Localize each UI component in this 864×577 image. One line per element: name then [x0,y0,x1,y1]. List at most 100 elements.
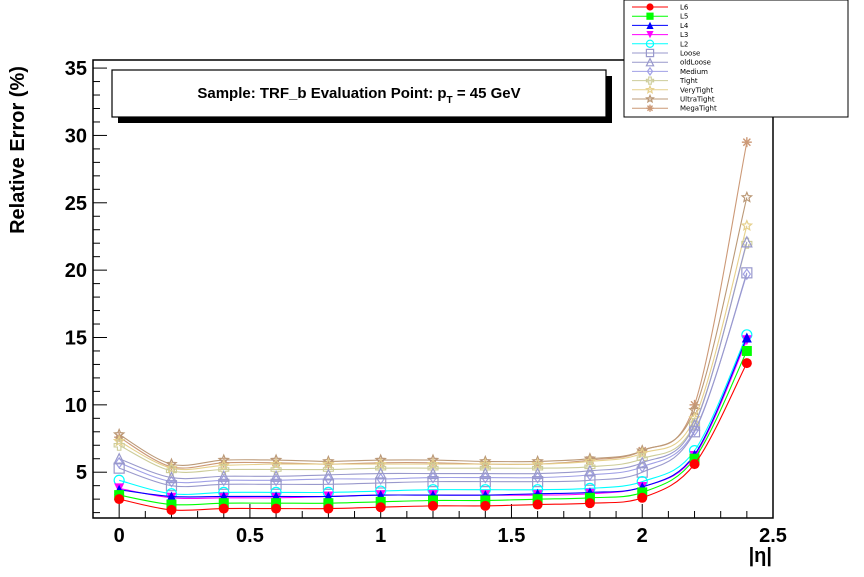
legend-entry: L6 [632,3,689,12]
series-tight [113,237,753,477]
data-point [219,474,229,487]
axis-tick-labels: 0 0.5 1 1.5 2 2.5 5 10 15 20 25 30 35 [65,58,787,547]
data-point [741,358,752,369]
y-tick-label: 20 [65,260,87,282]
data-point [374,457,387,470]
y-tick-label: 35 [65,58,87,80]
data-point [428,495,438,506]
data-point [375,496,386,507]
series-line [118,225,748,471]
x-tick-label: 0 [114,525,125,547]
data-point [271,503,282,514]
data-point [637,487,648,498]
legend-label: Tight [679,77,698,85]
legend-label: MegaTight [680,105,717,113]
series-megatight [114,137,752,472]
data-point [428,500,438,511]
legend-entry: L4 [632,21,689,30]
legend-entry: MegaTight [632,104,717,113]
series-line [118,274,748,484]
data-point [532,476,544,488]
legend-label: VeryTight [680,86,713,94]
data-point [584,498,595,509]
data-point [323,498,334,509]
data-point [166,504,177,515]
data-point [323,503,334,514]
axis-ticks [93,67,774,518]
data-point [426,453,440,466]
data-point [583,454,597,467]
data-point [269,457,283,470]
data-point [688,426,701,438]
legend-label: L6 [680,4,689,12]
legend-entry: L3 [632,31,688,39]
data-point [740,219,754,231]
data-point [741,332,752,343]
series-line [118,241,748,480]
x-tick-label: 2 [637,525,648,547]
data-point [166,499,177,510]
data-point [166,491,177,502]
x-tick-label: 0.5 [236,525,264,547]
data-point [480,495,491,506]
series-verytight [112,219,754,474]
data-point [479,467,492,480]
series-line [118,243,748,473]
series-l6 [114,358,752,515]
data-point [114,456,124,469]
legend-entry: VeryTight [632,84,713,94]
legend-label: L2 [680,40,688,48]
data-point [689,453,700,464]
data-point [426,457,440,470]
data-point [218,478,230,490]
data-point [112,434,126,447]
legend-entry: oldLoose [632,57,711,67]
data-point [742,268,752,281]
data-point [114,494,125,505]
data-point [741,137,752,148]
data-point [531,467,544,480]
legend-label: Medium [680,68,708,76]
legend-entry: L5 [632,12,688,21]
series-line [119,339,748,500]
data-point [427,467,439,480]
data-point [637,492,648,503]
y-tick-label: 10 [65,395,87,417]
data-point [322,478,334,490]
x-tick-label: 1.5 [498,525,526,547]
data-point [427,476,439,488]
y-tick-label: 30 [65,125,87,147]
data-point [375,502,386,513]
data-point [113,462,125,474]
series-layer [112,137,754,515]
series-l5 [114,345,752,510]
legend-entry: L2 [632,39,688,48]
data-point [270,469,283,482]
data-point [322,457,335,470]
data-point [271,498,282,509]
data-point [689,459,700,470]
data-point [532,494,543,505]
plot-frame [92,59,774,519]
legend-label: L5 [680,13,688,21]
data-point [531,457,544,470]
data-point [374,453,387,466]
data-point [270,478,282,490]
x-tick-label: 1 [375,525,386,547]
data-point [217,469,230,482]
data-point [740,190,754,203]
data-point [635,446,649,459]
title-box: Sample: TRF_b Evaluation Point: pT = 45 … [111,69,612,123]
legend-entry: Tight [632,76,698,85]
data-point [740,235,753,248]
legend-entry: Medium [632,66,708,77]
legend-label: UltraTight [680,96,715,104]
chart-title: Sample: TRF_b Evaluation Point: pT = 45 … [197,85,520,106]
series-line [118,197,748,466]
data-point [269,453,283,466]
data-point [479,457,492,470]
data-point [217,453,231,466]
